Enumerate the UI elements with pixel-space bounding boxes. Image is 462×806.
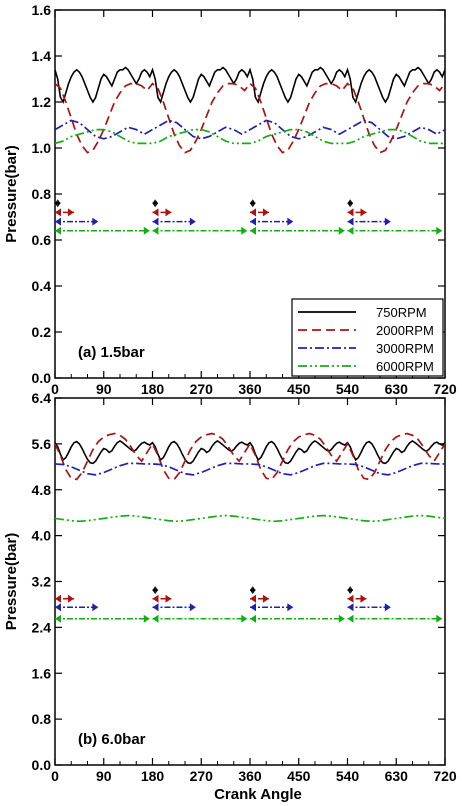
interval-marker-750rpm [55,199,61,208]
y-tick-label: 0.0 [32,370,52,386]
interval-marker-750rpm [250,586,256,595]
interval-marker-3000rpm [250,217,294,226]
interval-marker-6000rpm [347,226,443,235]
y-tick-label: 0.2 [32,324,52,340]
x-axis-title: Crank Angle [214,786,302,803]
interval-marker-2000rpm [347,208,367,217]
interval-marker-2000rpm [250,594,269,603]
y-tick-label: 1.0 [32,140,52,156]
panel-label: (b) 6.0bar [78,731,146,748]
y-tick-label: 1.6 [32,2,52,18]
y-tick-label: 5.6 [32,436,52,452]
interval-marker-3000rpm [152,603,196,612]
interval-marker-2000rpm [347,594,367,603]
x-tick-label: 450 [287,768,311,784]
legend-label: 3000RPM [376,341,434,356]
x-tick-label: 720 [433,381,457,397]
x-tick-label: 360 [238,381,262,397]
x-tick-label: 0 [51,768,59,784]
panel-b: 0 90 180 270 360 450 540 630 720 0.0 0.8 1.6 2.4 3.2 4… [3,390,457,784]
interval-marker-750rpm [152,199,158,208]
x-tick-label: 270 [190,381,214,397]
interval-marker-750rpm [250,199,256,208]
interval-marker-6000rpm [250,226,345,235]
series-line-3000rpm [55,462,445,476]
y-tick-label: 1.2 [32,94,52,110]
series-line-3000rpm [55,119,445,140]
interval-marker-6000rpm [152,614,248,623]
panel-a: 0 90 180 270 360 450 540 630 720 0.0 0.2 0.4 0.6 0.8 1… [3,2,457,397]
series-line-2000rpm [55,82,445,154]
interval-marker-2000rpm [55,594,74,603]
y-tick-label: 0.6 [32,232,52,248]
y-tick-label: 1.6 [32,665,52,681]
interval-marker-750rpm [347,586,353,595]
interval-marker-6000rpm [55,614,150,623]
series-line-6000rpm [55,514,445,523]
y-tick-label: 0.8 [32,711,52,727]
interval-marker-3000rpm [347,217,391,226]
legend: 750RPM 2000RPM 3000RPM 6000RPM [291,298,444,377]
y-axis-title: Pressure(bar) [3,145,20,243]
y-tick-label: 1.4 [32,48,52,64]
x-tick-label: 630 [385,768,409,784]
x-tick-label: 180 [141,768,165,784]
series-line-2000rpm [55,432,445,481]
interval-marker-750rpm [347,199,353,208]
interval-marker-2000rpm [250,208,269,217]
y-tick-label: 0.4 [32,278,52,294]
interval-marker-3000rpm [55,603,99,612]
y-tick-label: 4.0 [32,528,52,544]
legend-label: 2000RPM [376,323,434,338]
interval-marker-2000rpm [55,208,74,217]
interval-marker-6000rpm [347,614,443,623]
interval-marker-2000rpm [152,594,172,603]
interval-marker-6000rpm [250,614,345,623]
x-tick-label: 630 [385,381,409,397]
x-tick-label: 360 [238,768,262,784]
interval-marker-3000rpm [152,217,196,226]
x-tick-label: 450 [287,381,311,397]
legend-box [291,298,444,377]
series-line-750rpm [55,66,445,104]
interval-marker-2000rpm [152,208,172,217]
y-tick-label: 0.8 [32,186,52,202]
x-tick-label: 720 [433,768,457,784]
y-tick-label: 2.4 [32,619,52,635]
series-line-750rpm [55,440,445,465]
y-axis-title: Pressure(bar) [3,533,20,631]
y-tick-label: 6.4 [32,390,52,406]
series-line-6000rpm [55,128,445,145]
plot-frame [54,397,446,766]
interval-marker-6000rpm [152,226,248,235]
y-tick-label: 3.2 [32,574,52,590]
y-tick-label: 4.8 [32,482,52,498]
x-tick-label: 180 [141,381,165,397]
legend-label: 6000RPM [376,359,434,374]
interval-marker-750rpm [152,586,158,595]
x-tick-label: 0 [51,381,59,397]
x-tick-label: 270 [190,768,214,784]
panel-label: (a) 1.5bar [78,344,145,361]
x-tick-label: 90 [96,768,112,784]
x-tick-label: 540 [336,768,360,784]
interval-marker-3000rpm [55,217,99,226]
interval-marker-3000rpm [347,603,391,612]
interval-marker-6000rpm [55,226,150,235]
interval-marker-3000rpm [250,603,294,612]
x-tick-label: 540 [336,381,360,397]
x-tick-label: 90 [96,381,112,397]
y-tick-label: 0.0 [32,757,52,773]
legend-label: 750RPM [376,305,427,320]
